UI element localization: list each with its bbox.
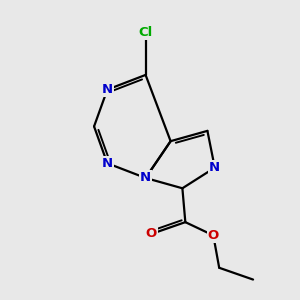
Text: N: N — [102, 83, 113, 96]
Text: N: N — [140, 172, 151, 184]
Text: O: O — [208, 229, 219, 242]
Text: O: O — [146, 227, 157, 240]
Text: N: N — [102, 157, 113, 170]
Text: Cl: Cl — [139, 26, 153, 39]
Text: N: N — [209, 161, 220, 174]
